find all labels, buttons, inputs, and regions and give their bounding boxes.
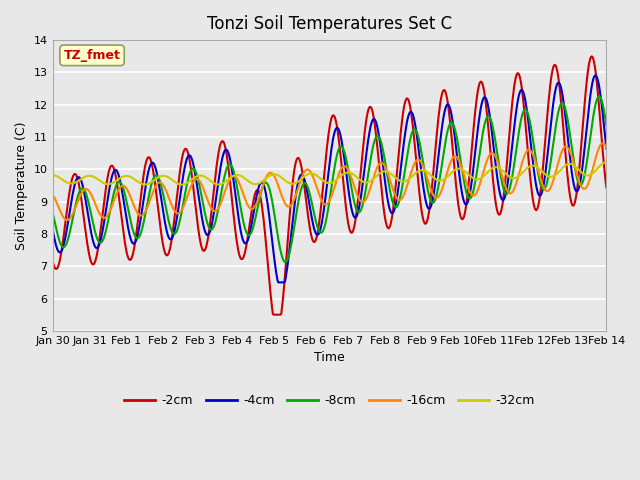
-32cm xyxy=(602,159,610,165)
-2cm xyxy=(270,312,278,318)
-16cm xyxy=(59,213,67,219)
Line: -4cm: -4cm xyxy=(52,75,606,282)
Y-axis label: Soil Temperature (C): Soil Temperature (C) xyxy=(15,121,28,250)
-4cm xyxy=(59,246,67,252)
-16cm xyxy=(414,157,422,163)
X-axis label: Time: Time xyxy=(314,351,345,364)
-8cm xyxy=(596,94,604,99)
-8cm xyxy=(59,244,67,250)
-4cm xyxy=(49,226,56,232)
-8cm xyxy=(414,132,422,137)
-4cm xyxy=(275,279,282,285)
-32cm xyxy=(414,168,422,174)
-32cm xyxy=(178,182,186,188)
-8cm xyxy=(282,259,289,265)
-16cm xyxy=(116,184,124,190)
-4cm xyxy=(414,139,422,144)
Line: -16cm: -16cm xyxy=(52,144,606,220)
-2cm xyxy=(49,258,56,264)
Line: -32cm: -32cm xyxy=(52,162,606,185)
Line: -8cm: -8cm xyxy=(52,96,606,262)
-4cm xyxy=(172,222,180,228)
-16cm xyxy=(397,196,405,202)
-8cm xyxy=(602,122,610,128)
Text: TZ_fmet: TZ_fmet xyxy=(63,49,120,62)
-8cm xyxy=(116,179,124,185)
-2cm xyxy=(172,204,180,209)
-16cm xyxy=(63,217,71,223)
-8cm xyxy=(397,188,405,194)
Title: Tonzi Soil Temperatures Set C: Tonzi Soil Temperatures Set C xyxy=(207,15,452,33)
-16cm xyxy=(202,192,210,198)
-2cm xyxy=(116,199,124,205)
-32cm xyxy=(172,180,180,185)
-8cm xyxy=(172,230,180,236)
-32cm xyxy=(49,172,56,178)
-2cm xyxy=(414,173,422,179)
-4cm xyxy=(201,228,209,234)
-16cm xyxy=(49,192,56,198)
-16cm xyxy=(173,210,180,216)
-2cm xyxy=(59,241,67,247)
Line: -2cm: -2cm xyxy=(52,56,606,315)
-32cm xyxy=(202,175,210,180)
-8cm xyxy=(49,210,56,216)
Legend: -2cm, -4cm, -8cm, -16cm, -32cm: -2cm, -4cm, -8cm, -16cm, -32cm xyxy=(119,389,540,412)
-32cm xyxy=(116,176,124,181)
-4cm xyxy=(397,160,405,166)
-2cm xyxy=(397,123,405,129)
-16cm xyxy=(598,141,606,146)
-2cm xyxy=(602,184,610,190)
-2cm xyxy=(201,247,209,252)
-4cm xyxy=(602,145,610,151)
-4cm xyxy=(592,72,600,78)
-8cm xyxy=(201,211,209,217)
-16cm xyxy=(602,144,610,150)
-32cm xyxy=(59,177,67,183)
-4cm xyxy=(116,176,124,181)
-2cm xyxy=(588,53,596,59)
-32cm xyxy=(397,179,405,184)
